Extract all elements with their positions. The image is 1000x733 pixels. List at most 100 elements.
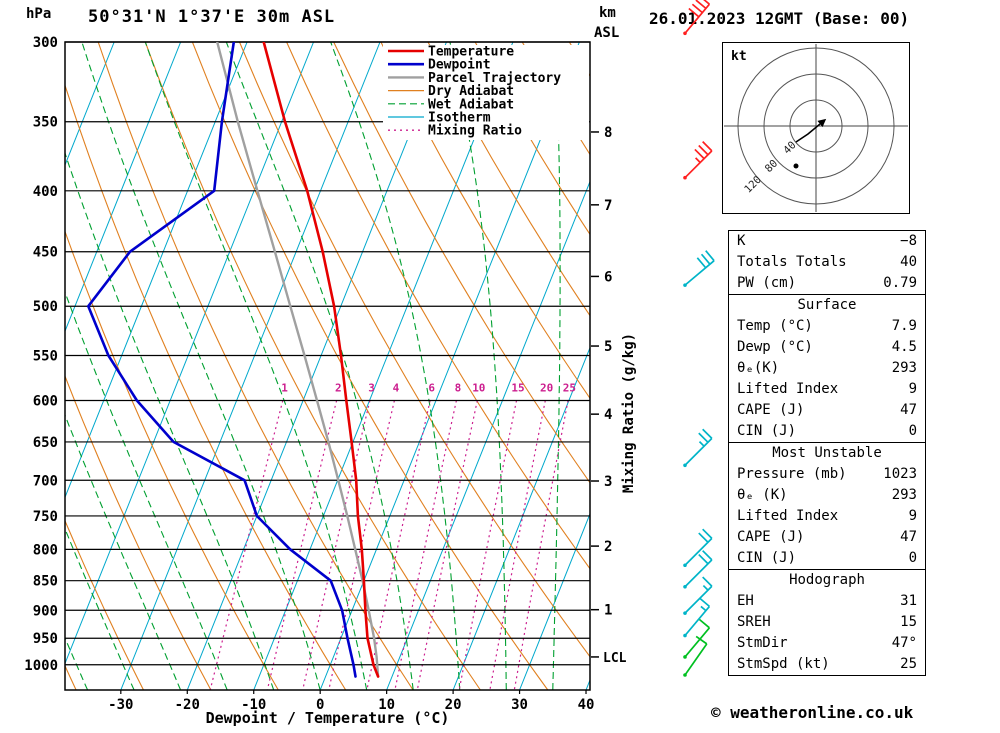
isotherm-line — [585, 678, 590, 690]
storm-motion-dot — [793, 163, 799, 169]
table-row-value: 47° — [891, 635, 917, 651]
wind-barb — [683, 576, 713, 615]
table-row-label: Dewp (°C) — [737, 339, 813, 355]
datetime-label: 26.01.2023 12GMT (Base: 00) — [649, 9, 910, 28]
temp-tick-label: 30 — [511, 697, 528, 713]
table-row-value: 9 — [908, 508, 917, 524]
dry-adiabat-line — [380, 42, 590, 400]
dry-adiabat-line — [65, 374, 212, 690]
table-row-label: CIN (J) — [737, 550, 797, 566]
wind-barb — [683, 635, 708, 677]
table-row-label: Totals Totals — [737, 254, 847, 270]
mixing-ratio-line — [394, 400, 457, 690]
mixing-ratio-value-label: 3 — [368, 382, 375, 395]
table-row: Totals Totals 40 — [729, 252, 925, 273]
table-row-label: StmDir — [737, 635, 788, 651]
table-row-value: 1023 — [883, 466, 917, 482]
km-tick-label: 1 — [604, 603, 612, 619]
mixing-ratio-value-label: 6 — [428, 382, 435, 395]
table-row-label: θₑ(K) — [737, 360, 780, 376]
wet-adiabat-line — [449, 42, 507, 690]
hodograph-unit-label: kt — [731, 49, 747, 64]
table-section-header: Most Unstable — [772, 445, 882, 461]
isotherm-line — [0, 42, 48, 690]
temp-tick-label: 0 — [316, 697, 324, 713]
wet-adiabat-line — [65, 151, 275, 690]
km-unit-label: km — [599, 5, 616, 21]
wind-barb-station-dot — [683, 611, 687, 615]
wind-barb — [683, 597, 711, 638]
wind-barb-full-tick — [705, 250, 715, 262]
hodograph-ring — [737, 47, 895, 205]
wind-barb — [683, 428, 713, 468]
table-row-label: SREH — [737, 614, 771, 630]
table-row-label: EH — [737, 593, 754, 609]
mixing-ratio-value-label: 4 — [393, 382, 400, 395]
right-panel: 40 80 120 kt K −8 Totals Totals 40 PW (cm) 0.79 S… — [720, 42, 935, 676]
profile-curves — [87, 42, 380, 678]
dry-adiabat-line — [65, 229, 279, 690]
mixing-ratio-axis-label: Mixing Ratio (g/kg) — [621, 333, 637, 493]
table-section-header: Hodograph — [789, 572, 865, 588]
table-row-value: −8 — [900, 233, 917, 249]
table-row: EH 31 — [729, 591, 925, 612]
mixing-ratio-line — [302, 400, 371, 690]
table-row: CAPE (J) 47 — [729, 400, 925, 421]
table-row-value: 0 — [908, 423, 917, 439]
temp-tick-label: -30 — [108, 697, 133, 713]
station-title: 50°31'N 1°37'E 30m ASL — [88, 7, 336, 27]
legend-item-label: Dry Adiabat — [428, 84, 514, 99]
table-row: PW (cm) 0.79 — [729, 273, 925, 294]
table-section-header: Surface — [797, 297, 857, 313]
temp-tick-label: -20 — [175, 697, 200, 713]
parcel-trajectory-curve — [215, 42, 380, 678]
wind-barb-full-tick — [698, 144, 709, 156]
indices-tables: K −8 Totals Totals 40 PW (cm) 0.79 Surface Temp… — [728, 230, 926, 676]
wet-adiabat-line — [144, 42, 368, 690]
wind-barb-full-tick — [702, 528, 713, 539]
wind-barb-station-dot — [683, 673, 687, 677]
wind-barb-full-tick — [702, 576, 713, 587]
wind-barb-full-tick — [698, 553, 709, 565]
wind-barb-half-tick — [702, 584, 709, 591]
wet-adiabat-line — [330, 42, 461, 690]
isotherm-line — [519, 512, 590, 690]
wet-adiabat-line — [0, 42, 41, 690]
dry-adiabat-line — [65, 83, 347, 690]
wind-barb — [683, 250, 715, 287]
wind-barb-staff — [684, 150, 713, 179]
temperature-curve — [262, 42, 380, 678]
dry-adiabat-line — [474, 42, 590, 236]
table-section: Surface Temp (°C) 7.9 Dewp (°C) 4.5 θₑ(K) 293 L… — [728, 294, 926, 443]
table-row-value: 0.79 — [883, 275, 917, 291]
dry-adiabat-line — [65, 519, 144, 690]
wind-barb — [683, 550, 713, 589]
pressure-unit-label: hPa — [26, 6, 52, 22]
table-row: Lifted Index 9 — [729, 506, 925, 527]
table-row: CAPE (J) 47 — [729, 527, 925, 548]
pressure-tick-label: 650 — [33, 435, 58, 451]
pressure-tick-label: 800 — [33, 542, 58, 558]
table-row-label: CAPE (J) — [737, 529, 805, 545]
wind-barb-full-tick — [694, 148, 705, 160]
wet-adiabat-line — [65, 527, 135, 690]
pressure-tick-label: 500 — [33, 299, 58, 315]
table-row-value: 47 — [900, 529, 917, 545]
table-row-label: θₑ (K) — [737, 487, 788, 503]
km-tick-label: 6 — [604, 269, 612, 285]
wind-barb-station-dot — [683, 584, 687, 589]
wet-adiabat-line — [65, 290, 228, 690]
wind-barb-column — [683, 0, 715, 677]
mixing-ratio-value-label: 8 — [455, 382, 462, 395]
table-row-label: Temp (°C) — [737, 318, 813, 334]
km-tick-label: 5 — [604, 339, 612, 355]
table-row-value: 40 — [900, 254, 917, 270]
wind-barb-station-dot — [683, 175, 687, 180]
pressure-tick-label: 400 — [33, 184, 58, 200]
asl-unit-label: ASL — [594, 25, 620, 41]
wind-barb-full-tick — [702, 550, 713, 561]
wind-barb-station-dot — [683, 563, 687, 568]
